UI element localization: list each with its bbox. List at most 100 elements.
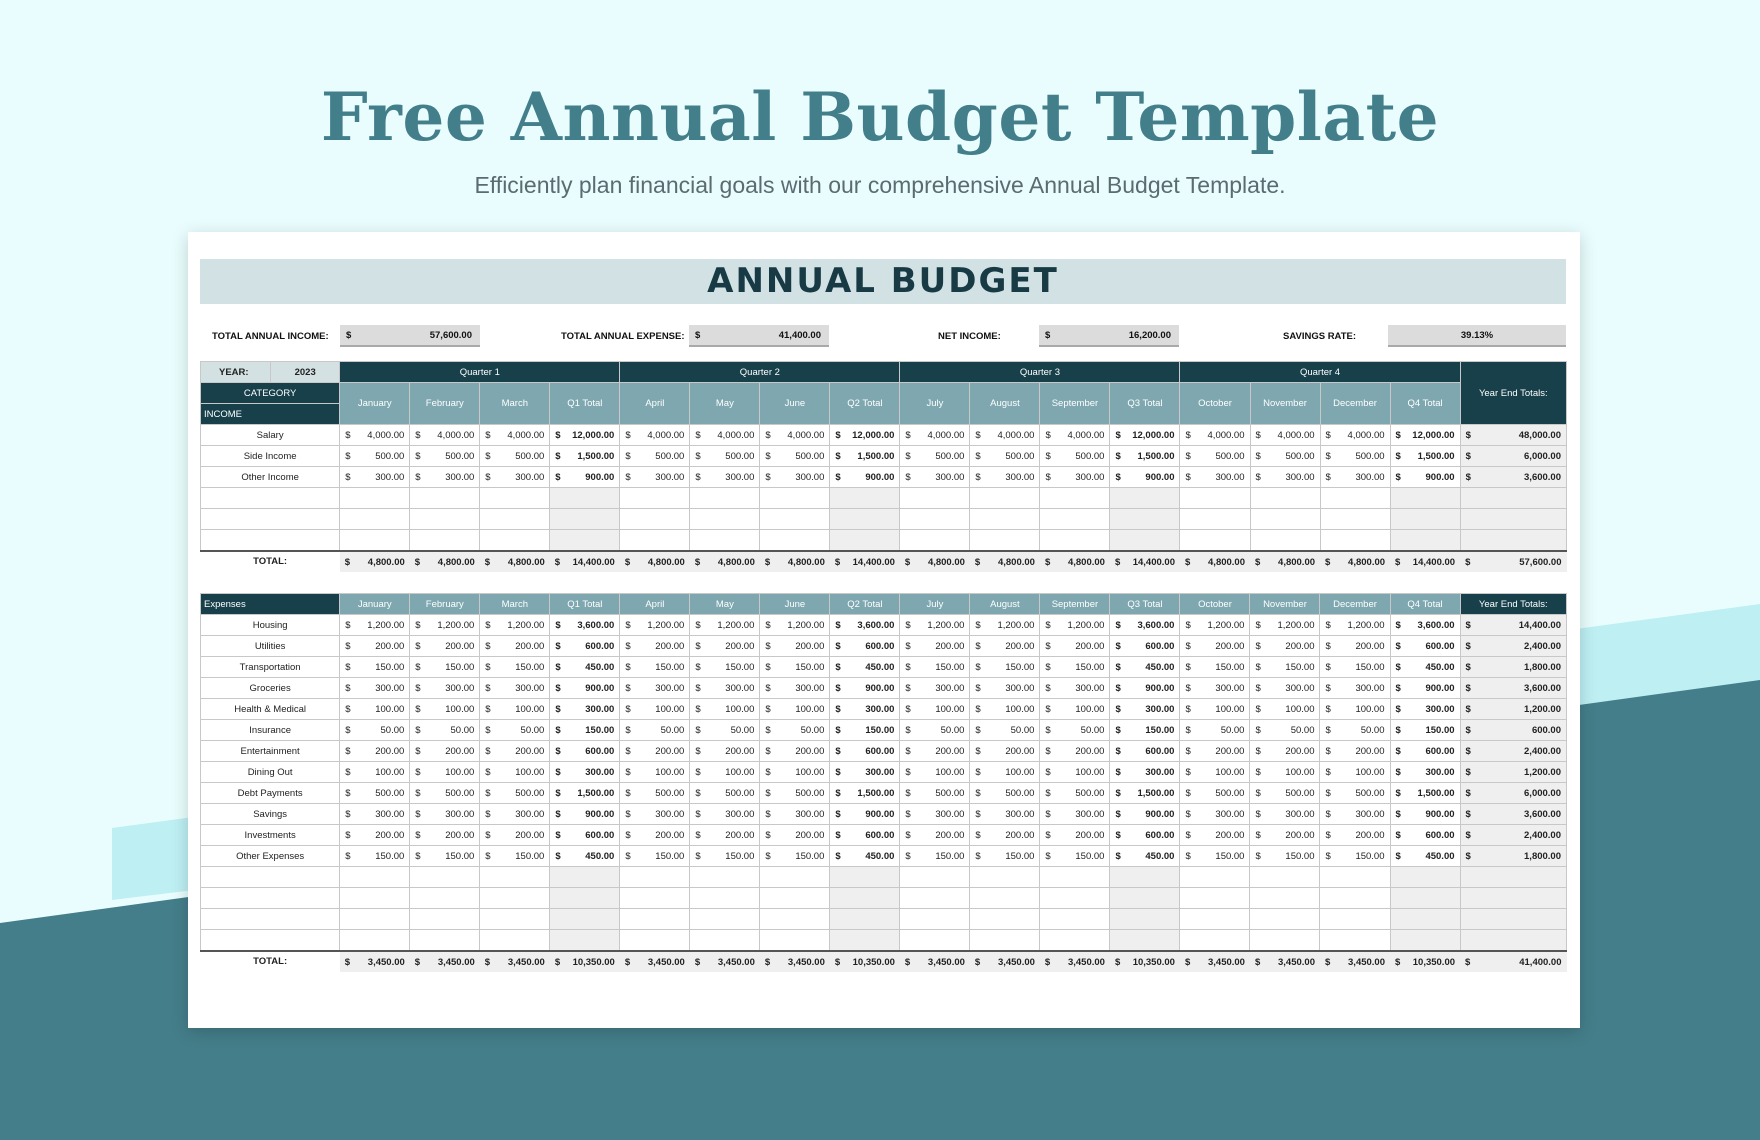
quarter-total-cell[interactable]: $1,500.00 bbox=[1389, 782, 1461, 804]
amount-cell[interactable]: $300.00 bbox=[1249, 677, 1321, 699]
empty-cell[interactable] bbox=[1039, 487, 1111, 509]
amount-cell[interactable]: $4,000.00 bbox=[1319, 424, 1391, 446]
empty-cell[interactable] bbox=[1389, 887, 1461, 909]
amount-cell[interactable]: $500.00 bbox=[969, 445, 1041, 467]
quarter-total-cell[interactable]: $12,000.00 bbox=[1109, 424, 1181, 446]
quarter-total-cell[interactable]: $450.00 bbox=[1389, 656, 1461, 678]
amount-cell[interactable]: $50.00 bbox=[1249, 719, 1321, 741]
empty-cell[interactable] bbox=[689, 529, 761, 551]
amount-cell[interactable]: $150.00 bbox=[619, 656, 691, 678]
empty-cell[interactable] bbox=[479, 487, 551, 509]
empty-cell[interactable] bbox=[199, 508, 341, 530]
total-cell[interactable]: $3,450.00 bbox=[409, 949, 480, 972]
total-cell[interactable]: $3,450.00 bbox=[689, 949, 760, 972]
amount-cell[interactable]: $200.00 bbox=[479, 740, 551, 762]
amount-cell[interactable]: $200.00 bbox=[759, 824, 831, 846]
amount-cell[interactable]: $500.00 bbox=[689, 445, 761, 467]
empty-cell[interactable] bbox=[619, 908, 691, 930]
quarter-total-cell[interactable]: $600.00 bbox=[1109, 635, 1181, 657]
empty-cell[interactable] bbox=[899, 529, 971, 551]
amount-cell[interactable]: $100.00 bbox=[689, 698, 761, 720]
amount-cell[interactable]: $4,000.00 bbox=[1039, 424, 1111, 446]
empty-cell[interactable] bbox=[1459, 529, 1568, 551]
grand-total-cell[interactable]: $41,400.00 bbox=[1460, 949, 1567, 972]
amount-cell[interactable]: $150.00 bbox=[409, 845, 481, 867]
empty-cell[interactable] bbox=[1249, 508, 1321, 530]
total-cell[interactable]: $4,800.00 bbox=[1039, 549, 1110, 572]
amount-cell[interactable]: $150.00 bbox=[479, 656, 551, 678]
amount-cell[interactable]: $300.00 bbox=[339, 803, 411, 825]
year-total-cell[interactable]: $1,800.00 bbox=[1459, 656, 1568, 678]
empty-cell[interactable] bbox=[759, 908, 831, 930]
amount-cell[interactable]: $500.00 bbox=[1249, 782, 1321, 804]
empty-cell[interactable] bbox=[1319, 866, 1391, 888]
empty-cell[interactable] bbox=[479, 529, 551, 551]
amount-cell[interactable]: $100.00 bbox=[1319, 761, 1391, 783]
quarter-total-cell[interactable]: $450.00 bbox=[829, 845, 901, 867]
amount-cell[interactable]: $500.00 bbox=[759, 782, 831, 804]
empty-cell[interactable] bbox=[689, 929, 761, 951]
amount-cell[interactable]: $500.00 bbox=[899, 782, 971, 804]
quarter-total-cell[interactable]: $300.00 bbox=[1109, 761, 1181, 783]
empty-cell[interactable] bbox=[339, 887, 411, 909]
amount-cell[interactable]: $4,000.00 bbox=[1249, 424, 1321, 446]
quarter-total-cell[interactable]: $900.00 bbox=[549, 677, 621, 699]
total-cell[interactable]: $4,800.00 bbox=[339, 549, 410, 572]
amount-cell[interactable]: $4,000.00 bbox=[899, 424, 971, 446]
amount-cell[interactable]: $1,200.00 bbox=[899, 614, 971, 636]
amount-cell[interactable]: $300.00 bbox=[409, 466, 481, 488]
amount-cell[interactable]: $150.00 bbox=[339, 845, 411, 867]
amount-cell[interactable]: $150.00 bbox=[479, 845, 551, 867]
amount-cell[interactable]: $1,200.00 bbox=[339, 614, 411, 636]
amount-cell[interactable]: $200.00 bbox=[479, 635, 551, 657]
total-cell[interactable]: $4,800.00 bbox=[1179, 549, 1250, 572]
year-total-cell[interactable]: $2,400.00 bbox=[1459, 824, 1568, 846]
total-cell[interactable]: $4,800.00 bbox=[619, 549, 690, 572]
empty-cell[interactable] bbox=[969, 908, 1041, 930]
empty-cell[interactable] bbox=[339, 487, 411, 509]
amount-cell[interactable]: $100.00 bbox=[759, 761, 831, 783]
amount-cell[interactable]: $100.00 bbox=[1039, 698, 1111, 720]
amount-cell[interactable]: $200.00 bbox=[339, 635, 411, 657]
amount-cell[interactable]: $300.00 bbox=[409, 803, 481, 825]
amount-cell[interactable]: $150.00 bbox=[1319, 845, 1391, 867]
empty-cell[interactable] bbox=[1179, 908, 1251, 930]
amount-cell[interactable]: $200.00 bbox=[1249, 635, 1321, 657]
quarter-total-cell[interactable]: $900.00 bbox=[829, 466, 901, 488]
amount-cell[interactable]: $50.00 bbox=[759, 719, 831, 741]
amount-cell[interactable]: $200.00 bbox=[1039, 824, 1111, 846]
amount-cell[interactable]: $150.00 bbox=[899, 656, 971, 678]
quarter-total-cell[interactable]: $300.00 bbox=[1389, 761, 1461, 783]
quarter-total-cell[interactable]: $600.00 bbox=[829, 824, 901, 846]
empty-cell[interactable] bbox=[1249, 887, 1321, 909]
empty-cell[interactable] bbox=[1179, 887, 1251, 909]
amount-cell[interactable]: $300.00 bbox=[689, 466, 761, 488]
quarter-total-cell[interactable]: $900.00 bbox=[829, 677, 901, 699]
amount-cell[interactable]: $200.00 bbox=[899, 740, 971, 762]
amount-cell[interactable]: $200.00 bbox=[689, 740, 761, 762]
quarter-total-cell[interactable]: $450.00 bbox=[549, 845, 621, 867]
amount-cell[interactable]: $50.00 bbox=[899, 719, 971, 741]
amount-cell[interactable]: $300.00 bbox=[759, 466, 831, 488]
empty-cell[interactable] bbox=[689, 908, 761, 930]
empty-cell[interactable] bbox=[1249, 866, 1321, 888]
amount-cell[interactable]: $100.00 bbox=[1179, 761, 1251, 783]
empty-cell[interactable] bbox=[619, 887, 691, 909]
quarter-total-cell[interactable]: $3,600.00 bbox=[549, 614, 621, 636]
amount-cell[interactable]: $1,200.00 bbox=[409, 614, 481, 636]
amount-cell[interactable]: $100.00 bbox=[339, 698, 411, 720]
empty-cell[interactable] bbox=[829, 908, 901, 930]
amount-cell[interactable]: $4,000.00 bbox=[759, 424, 831, 446]
empty-cell[interactable] bbox=[759, 529, 831, 551]
amount-cell[interactable]: $1,200.00 bbox=[1249, 614, 1321, 636]
quarter-total-cell[interactable]: $600.00 bbox=[1389, 740, 1461, 762]
empty-cell[interactable] bbox=[759, 887, 831, 909]
amount-cell[interactable]: $500.00 bbox=[969, 782, 1041, 804]
total-cell[interactable]: $4,800.00 bbox=[1250, 549, 1321, 572]
empty-cell[interactable] bbox=[1109, 908, 1181, 930]
quarter-total-cell[interactable]: $150.00 bbox=[829, 719, 901, 741]
empty-cell[interactable] bbox=[899, 887, 971, 909]
total-cell[interactable]: $4,800.00 bbox=[689, 549, 760, 572]
empty-cell[interactable] bbox=[1319, 908, 1391, 930]
empty-cell[interactable] bbox=[1109, 929, 1181, 951]
